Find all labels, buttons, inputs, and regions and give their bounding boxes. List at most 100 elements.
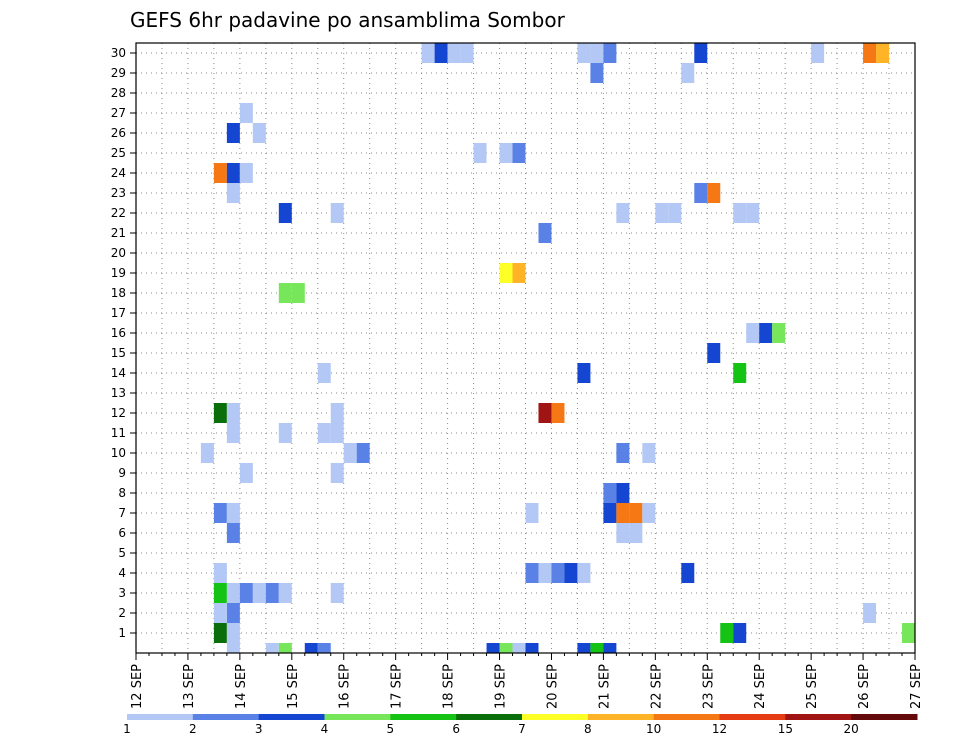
- data-cell: [226, 423, 240, 443]
- data-cell: [499, 643, 513, 653]
- y-tick-label: 15: [111, 346, 126, 360]
- y-tick-label: 13: [111, 386, 126, 400]
- data-cell: [239, 583, 253, 603]
- data-cell: [616, 523, 630, 543]
- data-cell: [642, 503, 656, 523]
- data-cell: [681, 563, 695, 583]
- x-tick-label: 26 SEP: [857, 664, 872, 709]
- x-tick-label: 19 SEP: [494, 664, 509, 709]
- colorbar-label: 12: [712, 722, 727, 736]
- data-cell: [720, 623, 734, 643]
- data-cell: [525, 563, 539, 583]
- data-cell: [460, 43, 474, 63]
- data-cell: [486, 643, 500, 653]
- data-cell: [213, 563, 227, 583]
- data-cell: [226, 603, 240, 623]
- cells-layer: [200, 43, 915, 653]
- data-cell: [278, 643, 292, 653]
- data-cell: [733, 363, 747, 383]
- data-cell: [512, 143, 526, 163]
- x-tick-label: 15 SEP: [286, 664, 301, 709]
- y-tick-label: 18: [111, 286, 126, 300]
- y-tick-label: 8: [118, 486, 126, 500]
- data-cell: [707, 343, 721, 363]
- colorbar: 1 2 3 4 5 6 7 8 10 12 15 20: [123, 714, 918, 736]
- data-cell: [590, 643, 604, 653]
- data-cell: [226, 503, 240, 523]
- x-tick-label: 22 SEP: [649, 664, 664, 709]
- y-tick-label: 21: [111, 226, 126, 240]
- data-cell: [330, 403, 344, 423]
- y-tick-label: 5: [118, 546, 126, 560]
- data-cell: [239, 103, 253, 123]
- colorbar-label: 7: [518, 722, 526, 736]
- data-cell: [707, 183, 721, 203]
- data-cell: [473, 143, 487, 163]
- data-cell: [226, 623, 240, 643]
- data-cell: [226, 643, 240, 653]
- data-cell: [421, 43, 435, 63]
- data-cell: [538, 403, 552, 423]
- colorbar-label: 20: [844, 722, 859, 736]
- data-cell: [577, 363, 591, 383]
- y-tick-label: 1: [118, 626, 126, 640]
- data-cell: [213, 603, 227, 623]
- data-cell: [603, 43, 617, 63]
- data-cell: [265, 583, 279, 603]
- data-cell: [772, 323, 786, 343]
- colorbar-segment: [258, 714, 325, 720]
- y-tick-label: 11: [111, 426, 126, 440]
- data-cell: [577, 563, 591, 583]
- chart-title: GEFS 6hr padavine po ansamblima Sombor: [130, 8, 566, 32]
- y-tick-label: 14: [111, 366, 126, 380]
- data-cell: [226, 163, 240, 183]
- data-cell: [733, 623, 747, 643]
- data-cell: [551, 403, 565, 423]
- colorbar-segment: [192, 714, 260, 720]
- data-cell: [226, 583, 240, 603]
- data-cell: [616, 443, 630, 463]
- data-cell: [681, 63, 695, 83]
- colorbar-segment: [522, 714, 589, 720]
- colorbar-segment: [653, 714, 720, 720]
- data-cell: [538, 563, 552, 583]
- x-tick-label: 21 SEP: [597, 664, 612, 709]
- data-cell: [317, 363, 331, 383]
- y-tick-label: 19: [111, 266, 126, 280]
- y-tick-label: 10: [111, 446, 126, 460]
- x-tick-label: 18 SEP: [442, 664, 457, 709]
- data-cell: [343, 443, 357, 463]
- colorbar-segment: [587, 714, 655, 720]
- y-tick-label: 4: [118, 566, 126, 580]
- data-cell: [525, 503, 539, 523]
- data-cell: [239, 163, 253, 183]
- x-tick-label: 27 SEP: [909, 664, 924, 709]
- y-tick-label: 3: [118, 586, 126, 600]
- data-cell: [629, 523, 643, 543]
- data-cell: [577, 43, 591, 63]
- data-cell: [759, 323, 773, 343]
- data-cell: [330, 423, 344, 443]
- data-cell: [668, 203, 682, 223]
- data-cell: [434, 43, 448, 63]
- data-cell: [200, 443, 214, 463]
- colorbar-segment: [785, 714, 852, 720]
- y-tick-label: 29: [111, 66, 126, 80]
- data-cell: [642, 443, 656, 463]
- y-tick-label: 7: [118, 506, 126, 520]
- data-cell: [317, 423, 331, 443]
- data-cell: [655, 203, 669, 223]
- colorbar-segment: [324, 714, 391, 720]
- colorbar-label: 4: [321, 722, 329, 736]
- data-cell: [252, 123, 266, 143]
- y-tick-label: 25: [111, 146, 126, 160]
- x-tick-label: 16 SEP: [338, 664, 353, 709]
- data-cell: [811, 43, 825, 63]
- colorbar-label: 15: [778, 722, 793, 736]
- data-cell: [226, 523, 240, 543]
- y-tick-label: 6: [118, 526, 126, 540]
- data-cell: [525, 643, 539, 653]
- data-cell: [213, 163, 227, 183]
- colorbar-label: 3: [255, 722, 263, 736]
- data-cell: [278, 583, 292, 603]
